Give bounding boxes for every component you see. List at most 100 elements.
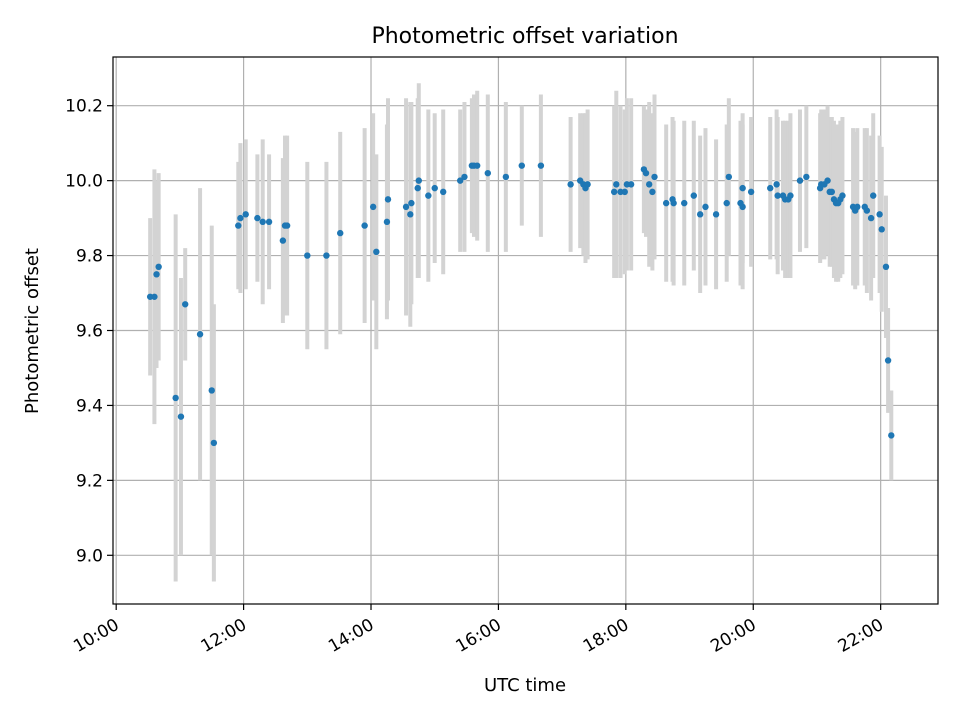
data-point: [803, 173, 810, 181]
data-point: [670, 199, 677, 207]
data-point: [155, 263, 162, 271]
data-point: [283, 222, 291, 229]
x-tick-label: 10:00: [70, 615, 122, 657]
grid-lines: [113, 57, 938, 604]
x-tick-label: 12:00: [198, 615, 250, 657]
data-point: [863, 207, 871, 214]
data-point: [712, 211, 720, 218]
data-point: [651, 173, 658, 181]
data-point: [882, 263, 890, 271]
data-point: [796, 177, 804, 184]
data-point: [681, 199, 688, 207]
data-point: [369, 203, 377, 211]
data-point: [237, 214, 244, 222]
x-tick-label: 18:00: [580, 615, 632, 657]
data-point: [747, 188, 755, 196]
y-tick-label: 9.4: [76, 396, 103, 416]
data-point: [867, 214, 875, 222]
data-point: [402, 203, 410, 211]
y-tick-label: 9.0: [76, 546, 103, 566]
data-point: [645, 181, 653, 188]
data-point: [774, 192, 781, 199]
data-point: [739, 203, 746, 211]
data-point: [415, 177, 422, 184]
data-point: [208, 387, 215, 394]
data-point: [610, 188, 618, 196]
data-point: [484, 169, 492, 177]
y-tick-label: 9.6: [76, 322, 103, 342]
data-point: [662, 199, 670, 207]
data-point: [304, 252, 311, 259]
data-point: [182, 301, 189, 308]
data-point: [407, 211, 414, 218]
data-point: [613, 181, 620, 188]
y-axis-ticks: 9.0 9.2 9.4 9.6 9.8 10.0 10.2: [65, 97, 113, 566]
data-point: [323, 252, 330, 259]
x-axis-ticks: 10:00 12:00 14:00 16:00 18:00 20:00 22:00: [70, 604, 887, 657]
data-point: [627, 181, 635, 188]
data-point: [787, 192, 794, 199]
x-axis-label: UTC time: [484, 675, 566, 696]
data-point: [870, 192, 877, 199]
data-point: [177, 413, 185, 420]
data-point: [235, 222, 242, 229]
data-point: [461, 173, 468, 181]
data-point: [242, 211, 249, 218]
data-point: [696, 211, 704, 218]
y-tick-label: 10.2: [65, 97, 103, 117]
data-point: [725, 173, 733, 181]
data-point: [884, 357, 892, 364]
x-tick-label: 16:00: [452, 615, 504, 657]
data-point: [337, 229, 344, 237]
data-point: [567, 181, 574, 188]
data-point: [773, 181, 780, 188]
data-point: [254, 214, 261, 222]
data-point: [518, 162, 525, 169]
data-point: [739, 184, 746, 192]
data-point: [431, 184, 438, 192]
data-point: [425, 192, 432, 199]
y-axis-label: Photometric offset: [22, 248, 43, 414]
data-point: [878, 226, 885, 233]
data-point: [702, 203, 709, 211]
data-point: [839, 192, 846, 199]
data-point: [502, 173, 510, 181]
data-point: [767, 184, 774, 192]
data-point: [259, 218, 266, 226]
data-point: [265, 218, 273, 226]
data-point: [473, 162, 481, 169]
data-point: [383, 218, 391, 226]
data-point: [361, 222, 368, 229]
data-point: [457, 177, 464, 184]
error-bars: [148, 83, 894, 582]
x-tick-label: 14:00: [325, 615, 377, 657]
data-point: [690, 192, 697, 199]
data-point: [649, 188, 656, 196]
y-tick-label: 9.8: [76, 247, 103, 267]
x-tick-label: 20:00: [707, 615, 759, 657]
data-point: [642, 169, 650, 177]
data-point: [210, 439, 218, 447]
data-point: [414, 184, 421, 192]
data-point: [373, 248, 380, 256]
x-tick-label: 22:00: [835, 615, 887, 657]
data-point: [824, 177, 831, 184]
y-tick-label: 10.0: [65, 172, 103, 192]
data-point: [888, 432, 895, 439]
data-point: [854, 203, 861, 211]
data-point: [440, 188, 447, 196]
data-point: [279, 237, 287, 244]
data-points: [146, 162, 895, 447]
data-point: [151, 293, 158, 300]
data-point: [408, 199, 415, 207]
data-point: [584, 181, 591, 188]
data-point: [153, 271, 160, 278]
chart-title: Photometric offset variation: [371, 24, 678, 49]
data-point: [172, 394, 179, 402]
data-point: [384, 196, 392, 203]
data-point: [537, 162, 545, 169]
data-point: [876, 211, 883, 218]
data-point: [723, 199, 730, 207]
data-point: [621, 188, 628, 196]
